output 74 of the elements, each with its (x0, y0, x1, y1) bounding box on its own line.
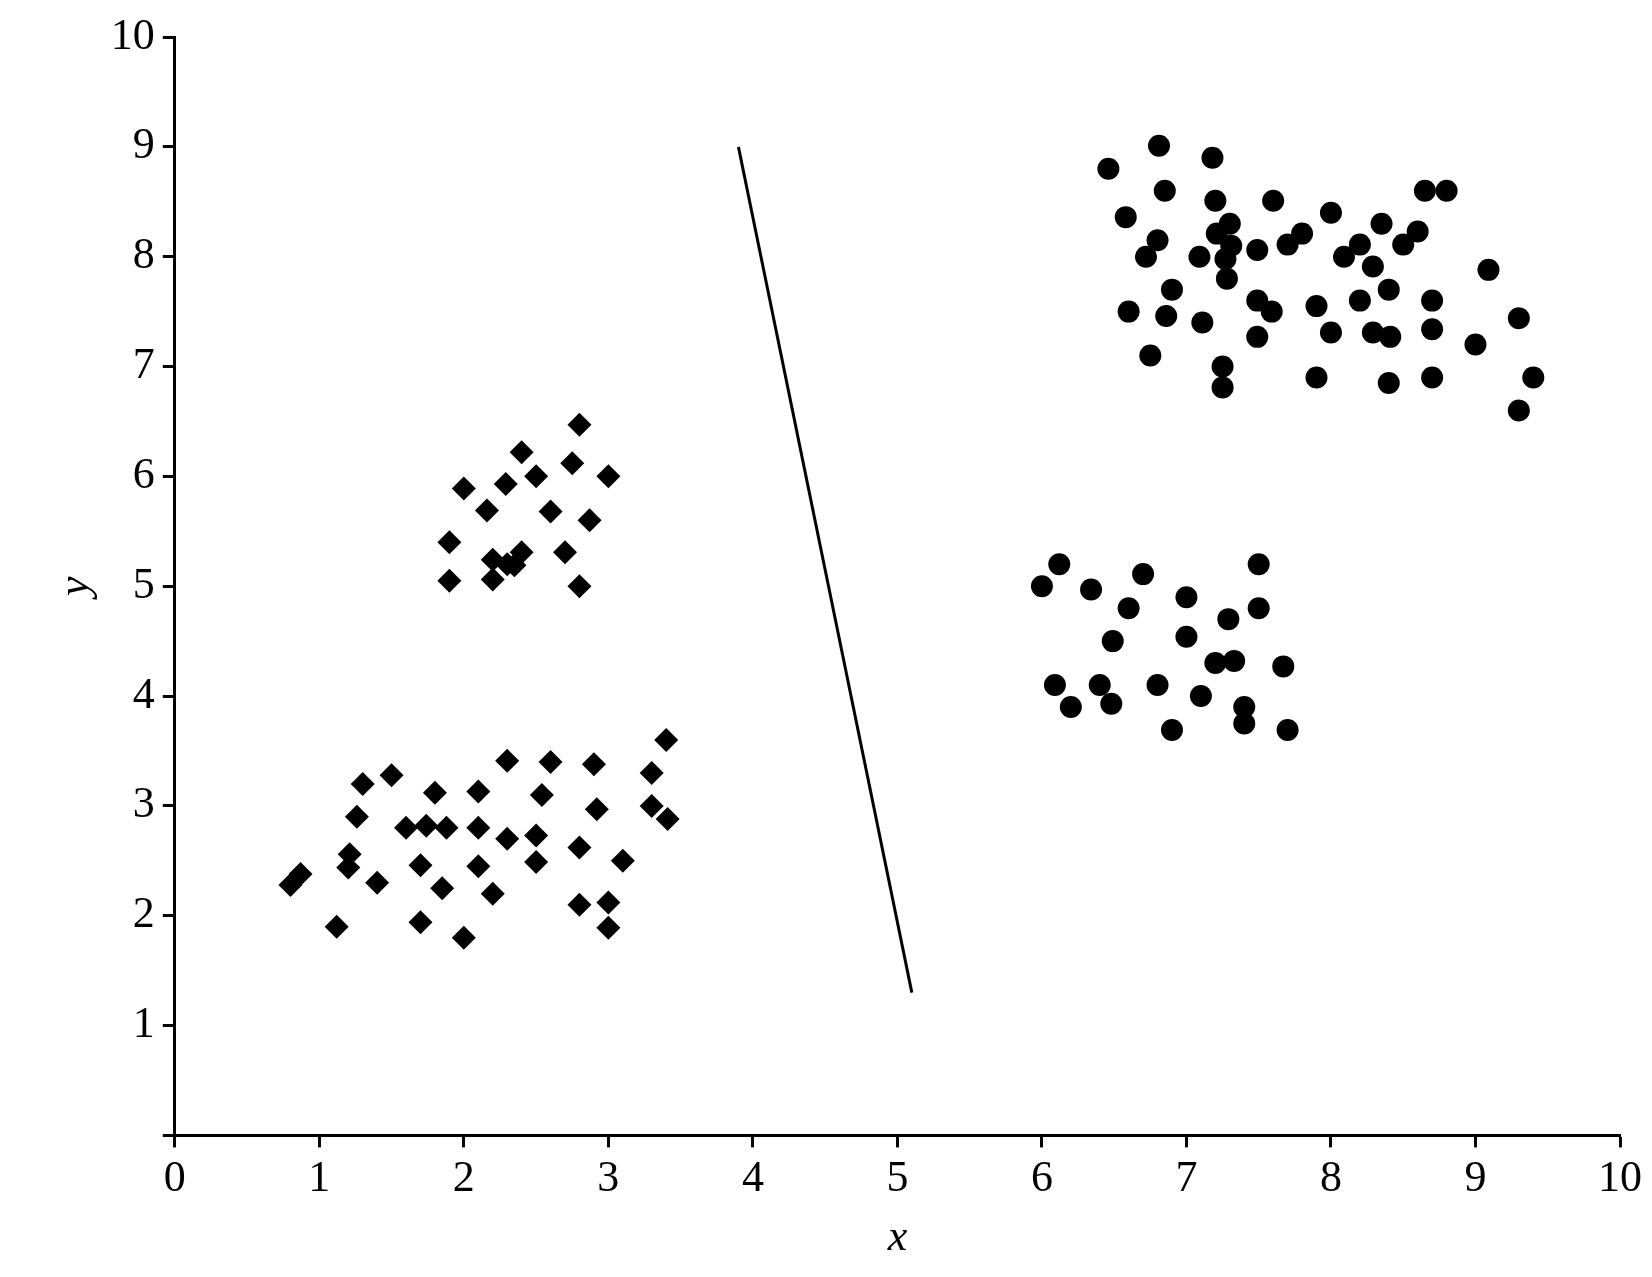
point (379, 763, 404, 788)
point (596, 915, 621, 940)
point (437, 530, 462, 555)
x-axis-title: x (886, 1211, 908, 1261)
point (408, 910, 433, 935)
y-tick-label: 6 (132, 448, 155, 498)
point (596, 464, 621, 489)
point (344, 804, 369, 829)
point (495, 748, 520, 773)
point (408, 853, 433, 878)
point (495, 826, 520, 851)
point (577, 508, 602, 533)
x-tick-label: 3 (597, 1152, 620, 1202)
point (509, 540, 534, 565)
point (451, 476, 476, 501)
point (529, 782, 554, 807)
y-tick-label: 3 (132, 778, 155, 828)
y-tick-label: 7 (132, 339, 155, 389)
point (451, 925, 476, 950)
y-tick-label: 9 (132, 119, 155, 169)
point (480, 567, 505, 592)
point (524, 823, 549, 848)
x-tick-label: 1 (308, 1152, 331, 1202)
point (639, 793, 664, 818)
point (654, 727, 679, 752)
point (610, 848, 635, 873)
point (493, 472, 518, 497)
point (524, 464, 549, 489)
point (350, 771, 375, 796)
point (581, 752, 606, 777)
point (422, 780, 447, 805)
y-axis-title: y (48, 575, 98, 600)
point (524, 849, 549, 874)
x-tick-label: 9 (1464, 1152, 1487, 1202)
point (474, 498, 499, 523)
point (365, 870, 390, 895)
x-tick-label: 0 (163, 1152, 186, 1202)
point (560, 451, 585, 476)
point (639, 760, 664, 785)
y-tick-label: 10 (110, 9, 155, 59)
point (414, 813, 439, 838)
point (394, 815, 419, 840)
point (434, 815, 459, 840)
x-tick-label: 8 (1319, 1152, 1342, 1202)
point (288, 861, 313, 886)
point (480, 881, 505, 906)
y-tick-label: 4 (132, 668, 155, 718)
x-tick-label: 7 (1175, 1152, 1198, 1202)
point (466, 779, 491, 804)
point (538, 499, 563, 524)
point (466, 815, 491, 840)
point (553, 540, 577, 565)
y-tick-label: 8 (132, 229, 155, 279)
point (538, 749, 563, 774)
point (509, 440, 534, 465)
point (466, 854, 491, 879)
point (324, 914, 349, 939)
y-tick-label: 2 (132, 888, 155, 938)
point (584, 797, 609, 822)
x-tick-label: 2 (452, 1152, 475, 1202)
y-tick-label: 5 (132, 558, 155, 608)
point (567, 574, 592, 599)
point (567, 412, 592, 437)
point (437, 568, 462, 593)
x-tick-label: 4 (741, 1152, 764, 1202)
x-tick-label: 10 (1598, 1152, 1642, 1202)
point (567, 892, 592, 917)
x-tick-label: 5 (886, 1152, 909, 1202)
point (596, 890, 621, 915)
x-tick-label: 6 (1030, 1152, 1053, 1202)
point (655, 807, 680, 832)
point (567, 835, 592, 860)
y-tick-label: 1 (132, 998, 155, 1048)
point (430, 876, 455, 901)
